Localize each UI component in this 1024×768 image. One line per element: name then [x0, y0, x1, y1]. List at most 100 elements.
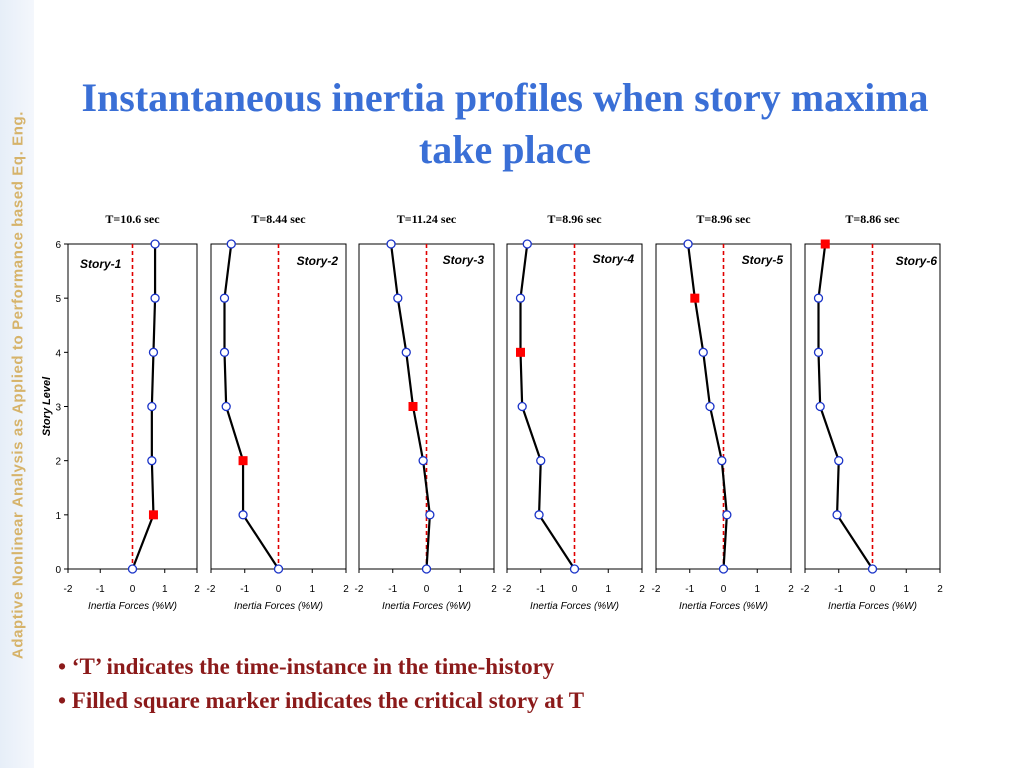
- y-axis-label: Story Level: [41, 376, 53, 436]
- chart-title: T=8.86 sec: [845, 212, 900, 226]
- data-point: [867, 564, 878, 574]
- data-point: [219, 293, 230, 303]
- x-tick-label: 0: [870, 584, 876, 595]
- data-point: [127, 564, 138, 574]
- critical-marker: [690, 293, 700, 303]
- y-tick-label: 5: [55, 294, 61, 305]
- chart-title: T=8.44 sec: [251, 212, 306, 226]
- x-tick-label: -2: [801, 584, 810, 595]
- bullet-list: • ‘T’ indicates the time-instance in the…: [58, 650, 584, 718]
- x-axis-label: Inertia Forces (%W): [530, 601, 619, 612]
- data-point: [517, 401, 527, 412]
- x-tick-label: 0: [721, 584, 727, 595]
- data-point: [393, 293, 403, 303]
- story-label: Story-2: [297, 254, 339, 268]
- x-axis-label: Inertia Forces (%W): [382, 601, 471, 612]
- data-point: [834, 456, 844, 466]
- story-label: Story-4: [593, 252, 635, 266]
- x-tick-label: 1: [309, 584, 315, 595]
- y-tick-label: 2: [55, 457, 61, 468]
- data-point: [534, 510, 544, 520]
- x-tick-label: -1: [240, 584, 249, 595]
- data-point: [815, 401, 825, 412]
- x-tick-label: 2: [194, 584, 200, 595]
- data-point: [718, 564, 729, 574]
- data-point: [421, 564, 432, 574]
- slide-title: Instantaneous inertia profiles when stor…: [81, 75, 929, 172]
- critical-marker: [148, 510, 158, 520]
- data-point: [722, 510, 732, 520]
- data-point: [150, 239, 160, 249]
- data-point: [425, 510, 435, 520]
- y-tick-label: 1: [55, 511, 61, 522]
- data-point: [832, 510, 842, 520]
- y-tick-label: 4: [55, 348, 61, 359]
- x-tick-label: 2: [937, 584, 943, 595]
- chart-title: T=8.96 sec: [547, 212, 602, 226]
- bullet-item: • ‘T’ indicates the time-instance in the…: [58, 654, 555, 679]
- data-point: [698, 347, 708, 357]
- x-tick-label: -2: [652, 584, 661, 595]
- plot-frame: [67, 243, 198, 570]
- critical-marker: [820, 239, 830, 249]
- story-label: Story-3: [443, 253, 485, 267]
- x-tick-label: 1: [754, 584, 760, 595]
- data-point: [226, 239, 236, 249]
- data-point: [418, 456, 428, 466]
- data-point: [150, 293, 160, 303]
- x-tick-label: -2: [503, 584, 512, 595]
- story-label: Story-1: [80, 257, 122, 271]
- x-tick-label: -1: [536, 584, 545, 595]
- data-point: [148, 347, 159, 357]
- chart-title: T=11.24 sec: [397, 212, 457, 226]
- data-point: [813, 347, 824, 357]
- x-axis-label: Inertia Forces (%W): [88, 601, 177, 612]
- story-label: Story-5: [742, 253, 784, 267]
- story-label: Story-6: [896, 254, 938, 268]
- critical-marker: [408, 402, 418, 411]
- data-point: [147, 456, 157, 466]
- data-point: [238, 510, 248, 520]
- x-tick-label: -1: [388, 584, 397, 595]
- x-tick-label: 1: [457, 584, 463, 595]
- data-point: [522, 239, 532, 249]
- y-tick-label: 0: [55, 565, 61, 576]
- data-point: [515, 293, 526, 303]
- x-tick-label: -2: [355, 584, 364, 595]
- x-tick-label: -1: [834, 584, 843, 595]
- data-point: [717, 456, 727, 466]
- x-tick-label: 2: [343, 584, 349, 595]
- chart-title: T=10.6 sec: [105, 212, 160, 226]
- x-tick-label: -1: [685, 584, 694, 595]
- x-tick-label: -1: [96, 584, 105, 595]
- x-tick-label: -2: [64, 584, 73, 595]
- bullet-item: • Filled square marker indicates the cri…: [58, 688, 585, 713]
- inertia-profile-charts: T=10.6 sec Story-1 -2 -1 0 1 2 Inertia Forces (…: [41, 212, 943, 612]
- x-tick-label: 2: [788, 584, 794, 595]
- x-tick-label: 2: [639, 584, 645, 595]
- x-tick-label: 0: [276, 584, 282, 595]
- critical-marker: [238, 456, 248, 466]
- data-point: [683, 239, 693, 249]
- data-point: [813, 293, 824, 303]
- x-tick-label: 0: [130, 584, 136, 595]
- critical-marker: [516, 347, 525, 357]
- x-tick-label: 0: [424, 584, 430, 595]
- y-tick-label: 3: [55, 403, 61, 414]
- data-point: [705, 401, 715, 412]
- x-tick-label: -2: [207, 584, 216, 595]
- data-point: [401, 347, 411, 357]
- x-tick-label: 1: [903, 584, 909, 595]
- x-axis-label: Inertia Forces (%W): [679, 601, 768, 612]
- data-point: [569, 564, 580, 574]
- data-point: [147, 401, 157, 412]
- x-tick-label: 0: [572, 584, 578, 595]
- data-point: [273, 564, 284, 574]
- chart-title: T=8.96 sec: [696, 212, 751, 226]
- x-tick-label: 2: [491, 584, 497, 595]
- data-point: [536, 456, 546, 466]
- data-point: [386, 239, 396, 249]
- x-tick-label: 1: [162, 584, 168, 595]
- x-axis-label: Inertia Forces (%W): [828, 601, 917, 612]
- side-bar: Adaptive Nonlinear Analysis as Applied t…: [0, 0, 34, 768]
